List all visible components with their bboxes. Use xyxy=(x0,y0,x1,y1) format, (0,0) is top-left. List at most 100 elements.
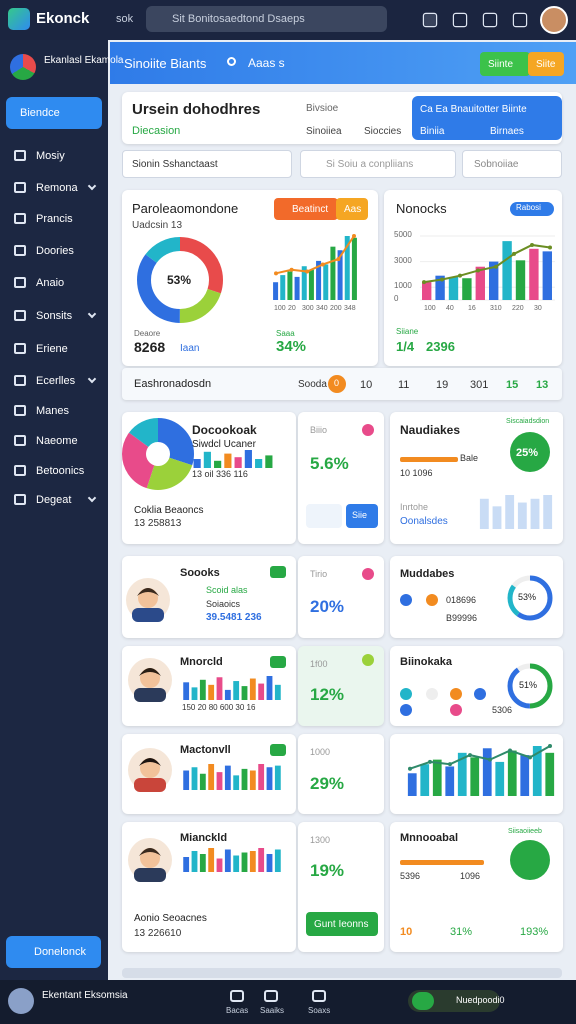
bar xyxy=(208,684,215,700)
avatar-hair xyxy=(137,588,159,596)
avatar-body xyxy=(134,778,166,792)
label: 1f00 xyxy=(310,659,328,669)
action-button[interactable] xyxy=(336,198,368,220)
search-input[interactable] xyxy=(300,150,456,178)
nav-item[interactable]: Sonsits xyxy=(36,310,73,322)
select[interactable] xyxy=(122,150,292,178)
dropdown-panel[interactable] xyxy=(412,96,562,140)
nav-item[interactable]: Manes xyxy=(36,405,70,417)
label: Nuedpoodi0 xyxy=(456,995,505,1005)
bar xyxy=(191,851,198,872)
banner-button[interactable] xyxy=(480,52,530,76)
nav-item[interactable]: Betoonics xyxy=(36,465,85,477)
sidebar-button[interactable] xyxy=(6,936,101,968)
tab-label[interactable]: Bacas xyxy=(226,1006,249,1015)
label: Diecasion xyxy=(132,125,181,137)
tab-icon[interactable] xyxy=(312,990,326,1002)
cta-button[interactable] xyxy=(306,912,378,936)
bar xyxy=(495,761,505,796)
avatar-body xyxy=(132,608,164,622)
nav-icon xyxy=(14,277,26,288)
label: Sooda xyxy=(298,379,327,390)
ring-arc xyxy=(507,663,553,709)
button-label[interactable]: Gunt Ieonns xyxy=(314,919,369,930)
toolbar-icon[interactable] xyxy=(422,12,438,28)
point xyxy=(548,245,552,250)
label: 10 1096 xyxy=(400,468,433,478)
toolbar-icon[interactable] xyxy=(452,12,468,28)
bar xyxy=(208,764,215,790)
badge xyxy=(328,375,346,393)
label: 31% xyxy=(450,926,473,938)
bar xyxy=(316,260,322,300)
label: 20 xyxy=(288,305,296,312)
tab-icon[interactable] xyxy=(230,990,244,1002)
bar xyxy=(517,502,527,529)
sidebar-button-label[interactable]: Donelonck xyxy=(34,946,86,958)
label: 1096 xyxy=(460,871,481,881)
bar xyxy=(274,765,281,790)
label: Saaa xyxy=(276,329,295,338)
label: 150 20 80 600 30 16 xyxy=(182,703,256,712)
label: 13 258813 xyxy=(134,518,182,529)
action-button[interactable] xyxy=(274,198,338,220)
search-box[interactable] xyxy=(146,6,387,32)
kpi-button[interactable] xyxy=(346,504,378,528)
bar xyxy=(191,767,198,790)
bar xyxy=(420,764,430,796)
bar xyxy=(266,676,273,700)
tab-icon[interactable] xyxy=(264,990,278,1002)
tab-label[interactable]: Soaxs xyxy=(308,1006,331,1015)
bar xyxy=(337,250,343,300)
bar xyxy=(445,766,455,796)
label: 0 xyxy=(394,294,399,303)
button-label[interactable]: Siie xyxy=(352,510,368,520)
banner-button[interactable] xyxy=(528,52,564,76)
nav-item[interactable]: Biendce xyxy=(20,107,60,119)
nav-item[interactable]: Degeat xyxy=(36,494,72,506)
label: Sionin Sshanctaast xyxy=(132,159,218,170)
nav-item[interactable]: Naeome xyxy=(36,435,78,447)
avatar-hair xyxy=(139,848,161,856)
point xyxy=(274,271,278,276)
bar xyxy=(280,275,286,300)
select[interactable] xyxy=(462,150,562,178)
toolbar-icon[interactable] xyxy=(512,12,528,28)
label: Nonocks xyxy=(396,201,447,216)
bar xyxy=(532,746,542,796)
point xyxy=(440,277,444,282)
tab-label[interactable]: Saaiks xyxy=(260,1006,285,1015)
nav-item[interactable]: Eriene xyxy=(36,343,68,355)
label: Mnorcld xyxy=(180,656,223,668)
trend-line xyxy=(275,235,355,275)
nav-item[interactable]: Prancis xyxy=(36,213,73,225)
label: Mianckld xyxy=(180,832,228,844)
nav-item[interactable]: Doories xyxy=(36,245,74,257)
bar xyxy=(470,757,480,796)
nav-active[interactable] xyxy=(6,97,102,129)
bar xyxy=(507,750,517,796)
nav-item[interactable]: Anaio xyxy=(36,277,65,289)
nav-icon xyxy=(14,494,26,505)
label: Sit Bonitosaedtond Dsaeps xyxy=(172,13,305,25)
point xyxy=(468,753,472,758)
point xyxy=(494,264,498,269)
bar xyxy=(515,260,526,300)
tag xyxy=(270,744,286,756)
label: Siwdcl Ucaner xyxy=(192,439,256,450)
dot xyxy=(362,568,374,580)
bar xyxy=(432,759,442,796)
nav-item[interactable]: Mosiy xyxy=(36,150,65,162)
bar xyxy=(435,275,445,300)
trend-line xyxy=(423,243,551,284)
user-avatar[interactable] xyxy=(540,6,568,34)
ring-arc xyxy=(122,418,194,490)
bar xyxy=(265,455,273,468)
bar xyxy=(244,450,252,468)
nav-item[interactable]: Ecerlles xyxy=(36,375,76,387)
dot xyxy=(450,688,462,700)
label: 11 xyxy=(398,379,410,391)
nav-item[interactable]: Remona xyxy=(36,182,78,194)
toolbar-icon[interactable] xyxy=(482,12,498,28)
label: Siscaiadsdion xyxy=(506,418,550,425)
